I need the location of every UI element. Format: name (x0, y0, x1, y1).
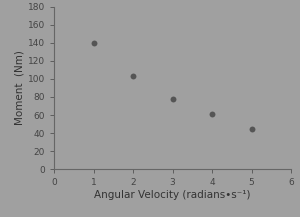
Point (91, 41, 96, 44)
X-axis label: Angular Velocity (radians•s⁻¹): Angular Velocity (radians•s⁻¹) (94, 190, 251, 200)
Y-axis label: Moment  (Nm): Moment (Nm) (15, 50, 25, 125)
Point (170, 97, 175, 100)
Point (130, 74, 135, 78)
Point (210, 112, 214, 116)
Point (249, 127, 254, 130)
